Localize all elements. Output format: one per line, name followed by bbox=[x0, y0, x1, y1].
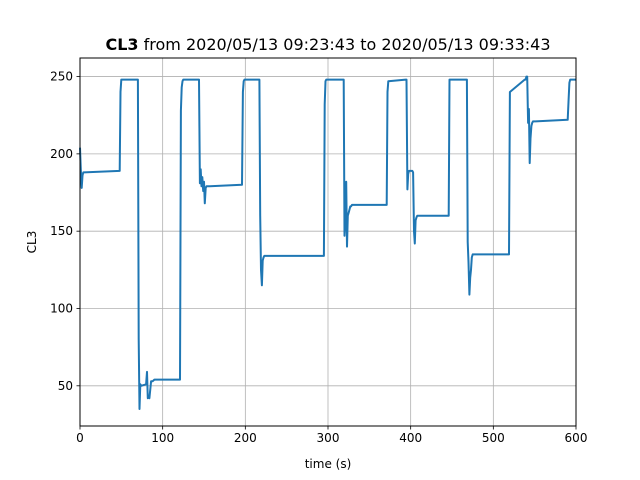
y-tick-label: 50 bbox=[58, 379, 73, 393]
x-tick-label: 200 bbox=[234, 431, 257, 445]
series-group bbox=[79, 75, 576, 410]
cl3-series-line bbox=[79, 75, 576, 410]
y-axis: 50 100 150 200 250 bbox=[50, 70, 80, 393]
grid-lines bbox=[79, 58, 577, 426]
x-tick-label: 100 bbox=[151, 431, 174, 445]
x-tick-label: 500 bbox=[482, 431, 505, 445]
x-axis-label: time (s) bbox=[305, 457, 352, 471]
chart-title-rest: from 2020/05/13 09:23:43 to 2020/05/13 0… bbox=[139, 35, 551, 54]
y-axis-label: CL3 bbox=[25, 231, 39, 254]
y-tick-label: 150 bbox=[50, 224, 73, 238]
x-axis: 0 100 200 300 400 500 600 bbox=[76, 426, 587, 445]
y-tick-label: 250 bbox=[50, 70, 73, 84]
chart-title: CL3 from 2020/05/13 09:23:43 to 2020/05/… bbox=[105, 35, 550, 54]
x-tick-label: 400 bbox=[399, 431, 422, 445]
x-tick-label: 300 bbox=[317, 431, 340, 445]
x-tick-label: 0 bbox=[76, 431, 84, 445]
y-tick-label: 200 bbox=[50, 147, 73, 161]
x-tick-label: 600 bbox=[565, 431, 588, 445]
chart-title-bold: CL3 bbox=[105, 35, 138, 54]
y-tick-label: 100 bbox=[50, 301, 73, 315]
